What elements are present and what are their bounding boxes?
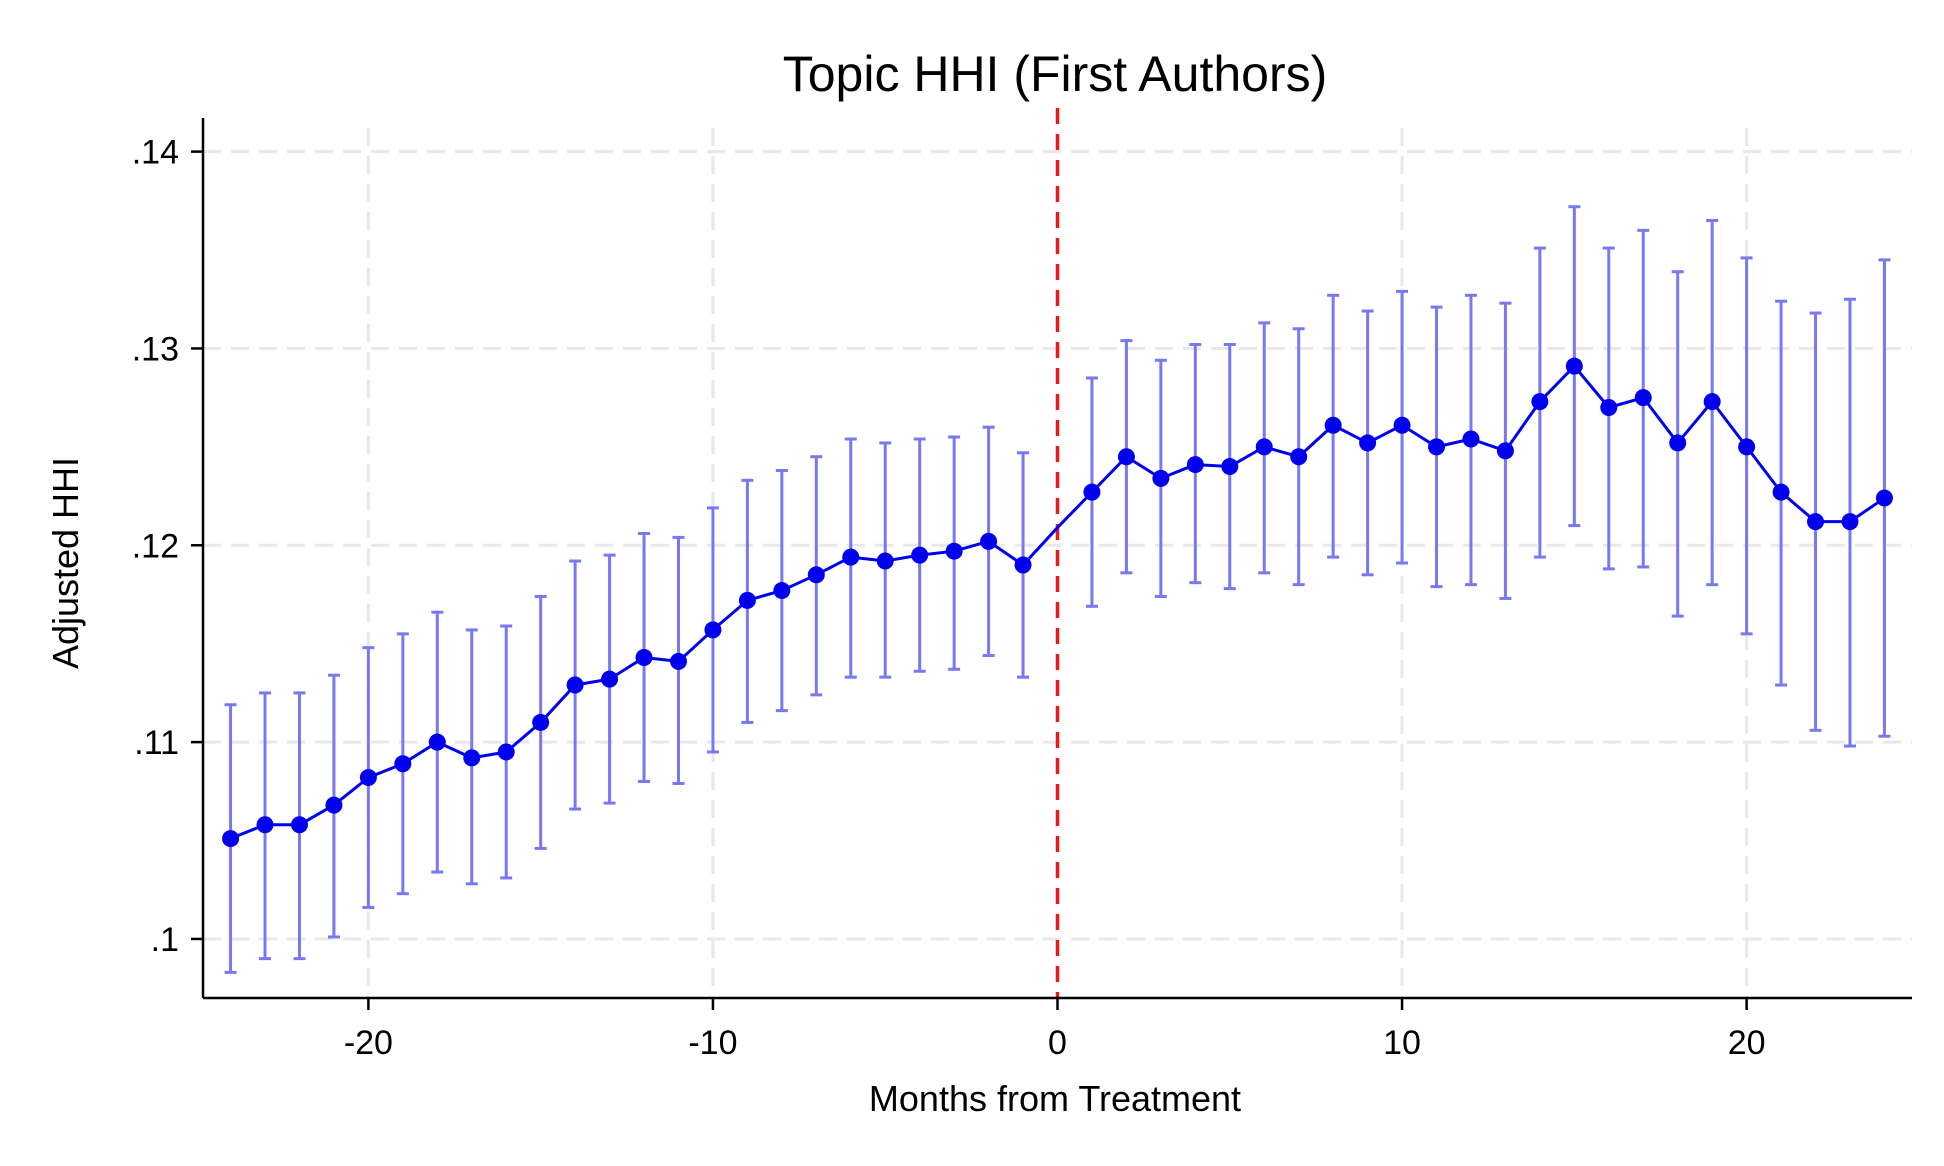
data-point <box>1324 416 1342 434</box>
data-point <box>1428 438 1446 456</box>
data-point <box>1807 513 1825 531</box>
data-point <box>738 591 756 609</box>
data-point <box>876 552 894 570</box>
data-point <box>222 830 240 848</box>
y-tick-label: .11 <box>134 724 179 762</box>
y-tick-labels: .1 .11 .12 .13 .14 <box>132 134 179 959</box>
data-point <box>256 816 274 834</box>
chart-title: Topic HHI (First Authors) <box>783 46 1328 102</box>
data-point <box>1565 357 1583 375</box>
data-point <box>394 755 412 773</box>
data-point <box>1186 456 1204 474</box>
data-point <box>532 713 550 731</box>
data-point <box>1117 448 1135 466</box>
data-point <box>497 743 515 761</box>
data-point <box>773 582 791 600</box>
data-point <box>1669 434 1687 452</box>
data-point <box>1393 416 1411 434</box>
data-point <box>1083 483 1101 501</box>
data-point <box>1290 448 1308 466</box>
data-point <box>669 652 687 670</box>
data-point <box>359 769 377 787</box>
data-point <box>1600 399 1618 417</box>
data-point <box>601 670 619 688</box>
y-tick-label: .1 <box>151 921 179 959</box>
x-tick-label: -20 <box>344 1024 393 1062</box>
y-tick-label: .12 <box>132 527 179 565</box>
x-tick-label: -10 <box>688 1024 737 1062</box>
data-point <box>1531 393 1549 411</box>
x-axis-label: Months from Treatment <box>869 1078 1241 1119</box>
data-point <box>1359 434 1377 452</box>
data-point <box>1875 489 1893 507</box>
data-point <box>980 532 998 550</box>
x-tick-labels: -20 -10 0 10 20 <box>344 1024 1766 1062</box>
data-point <box>1221 458 1239 476</box>
data-point <box>635 648 653 666</box>
data-point <box>325 796 343 814</box>
data-point <box>911 546 929 564</box>
data-point <box>842 548 860 566</box>
data-point <box>1462 430 1480 448</box>
data-point <box>1772 483 1790 501</box>
y-axis-label: Adjusted HHI <box>45 457 86 669</box>
data-point <box>1738 438 1756 456</box>
data-point <box>428 733 446 751</box>
y-tick-label: .13 <box>132 330 179 368</box>
data-points <box>222 357 1893 848</box>
data-point <box>1255 438 1273 456</box>
data-point <box>463 749 481 767</box>
x-tick-label: 20 <box>1728 1024 1766 1062</box>
data-point <box>945 542 963 560</box>
data-point <box>1014 556 1032 574</box>
x-tick-label: 10 <box>1383 1024 1421 1062</box>
data-point <box>1841 513 1859 531</box>
data-point <box>566 676 584 694</box>
data-point <box>1152 469 1170 487</box>
axes <box>191 118 1912 1010</box>
y-tick-label: .14 <box>132 134 179 172</box>
data-point <box>1496 442 1514 460</box>
data-point <box>290 816 308 834</box>
x-tick-label: 0 <box>1048 1024 1067 1062</box>
data-point <box>704 621 722 639</box>
data-point <box>1634 389 1652 407</box>
data-point <box>807 566 825 584</box>
data-point <box>1703 393 1721 411</box>
